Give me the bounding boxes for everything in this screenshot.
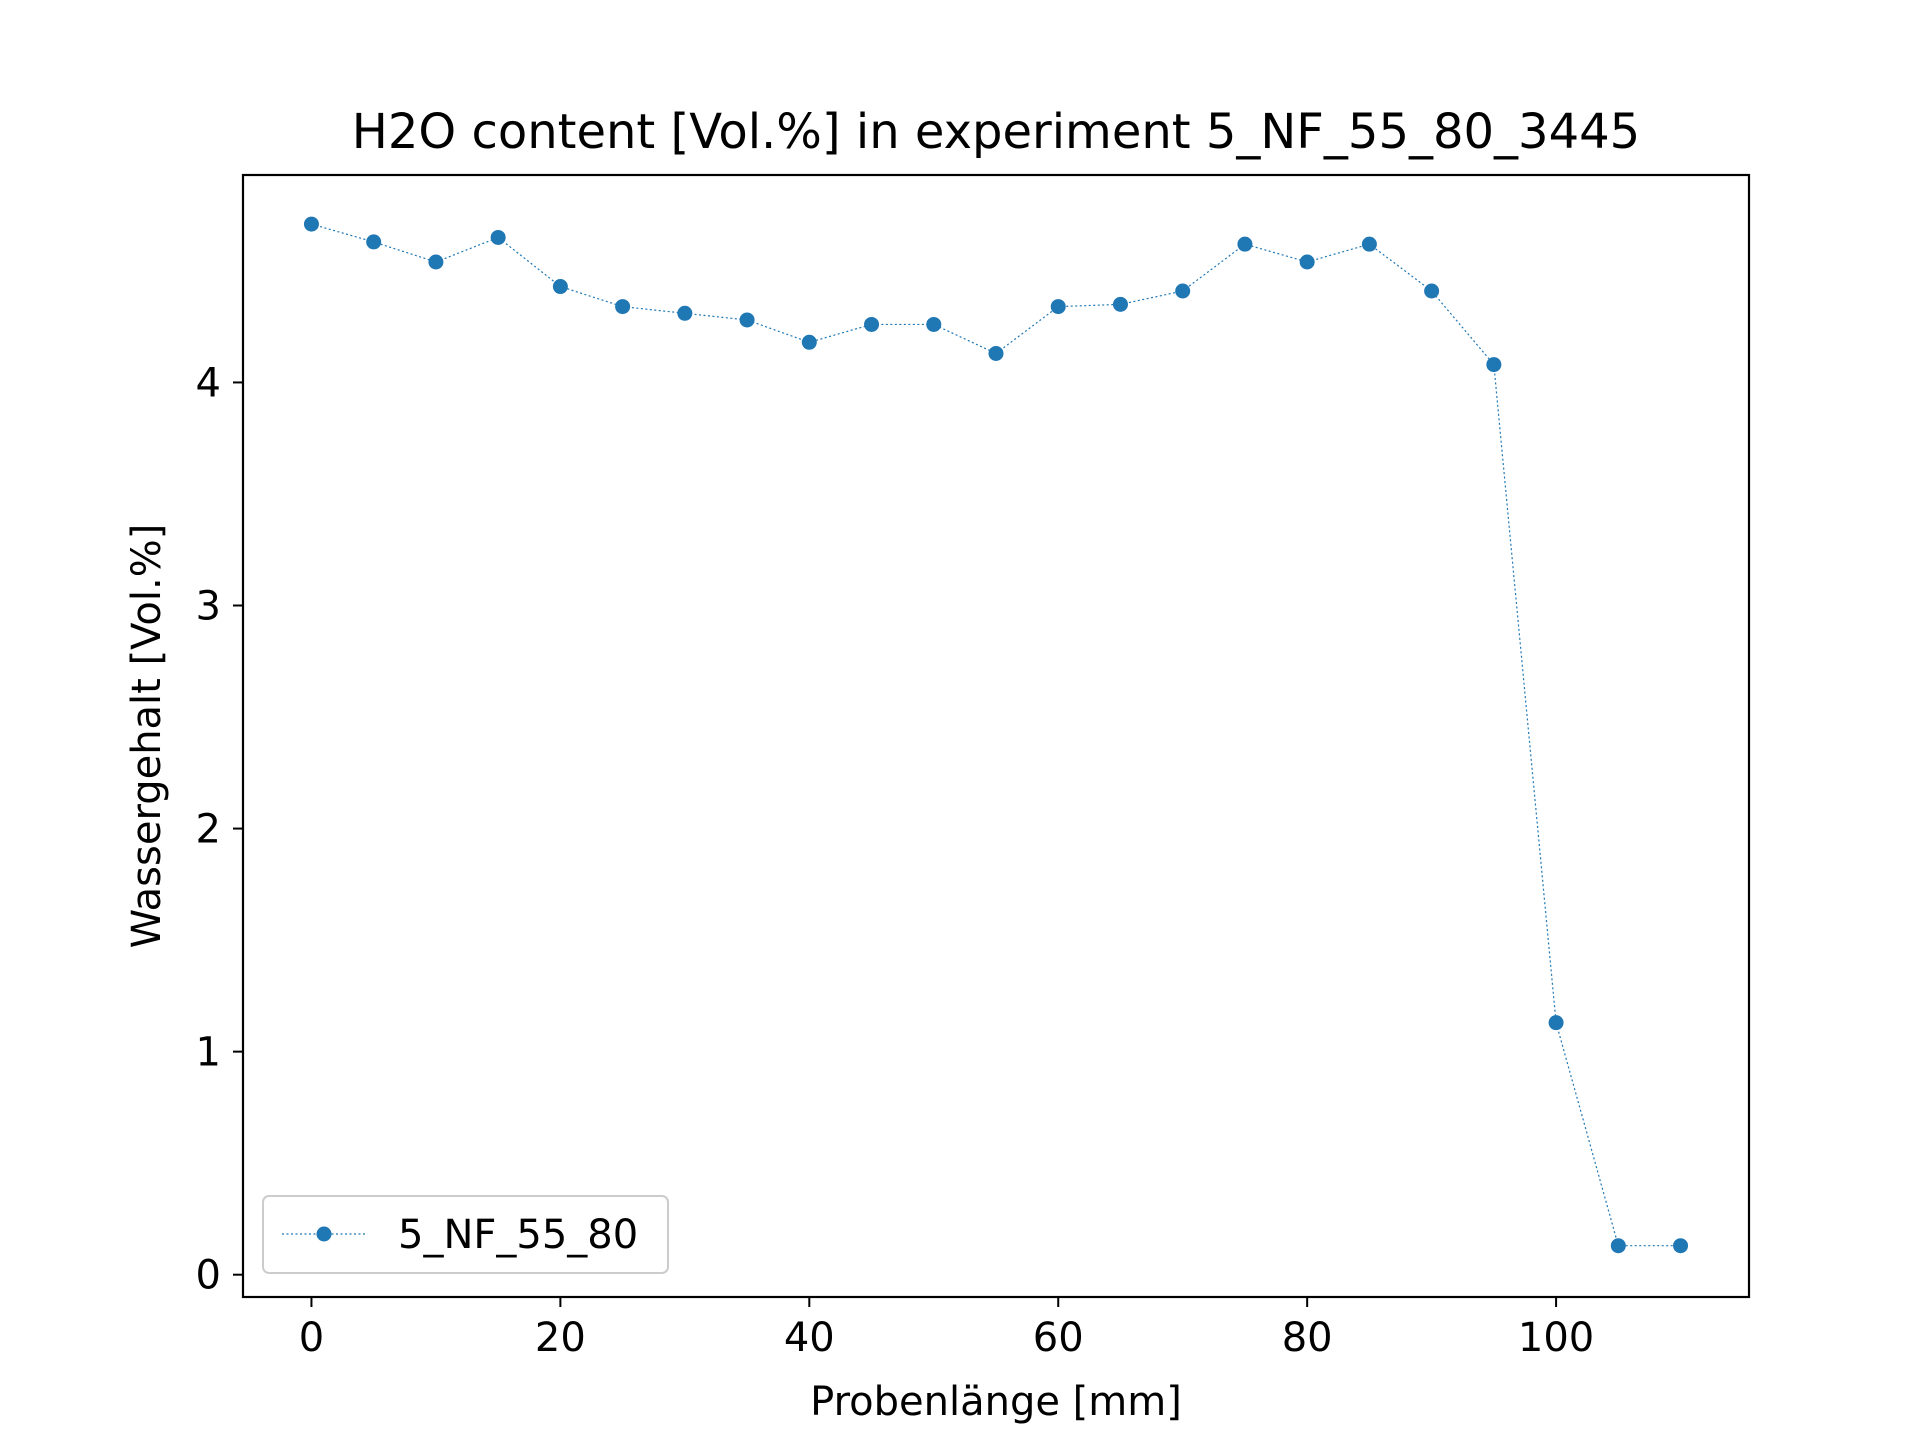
- legend-marker: [316, 1226, 332, 1242]
- data-point: [864, 316, 880, 332]
- chart-title: H2O content [Vol.%] in experiment 5_NF_5…: [352, 104, 1640, 160]
- series-layer: [303, 216, 1689, 1254]
- x-tick-label: 20: [535, 1315, 586, 1361]
- y-axis-label: Wassergehalt [Vol.%]: [124, 524, 170, 949]
- data-point: [1548, 1015, 1564, 1031]
- legend: 5_NF_55_80: [262, 1195, 669, 1274]
- y-tick-label: 3: [196, 584, 221, 630]
- legend-box: [262, 1195, 669, 1274]
- y-tick-label: 2: [196, 807, 221, 853]
- data-point: [1175, 283, 1191, 299]
- data-point: [1112, 296, 1128, 312]
- x-axis-label: Probenlänge [mm]: [810, 1379, 1182, 1425]
- y-tick-label: 1: [196, 1030, 221, 1076]
- plot-frame: [241, 173, 1751, 1299]
- data-point: [1424, 283, 1440, 299]
- data-point: [1610, 1238, 1626, 1254]
- data-point: [366, 234, 382, 250]
- data-point: [303, 216, 319, 232]
- x-tick-label: 40: [784, 1315, 835, 1361]
- data-point: [1361, 236, 1377, 252]
- legend-label: 5_NF_55_80: [398, 1212, 638, 1258]
- y-tick-label: 0: [196, 1253, 221, 1299]
- plot-background: [243, 175, 1749, 1297]
- x-tick-label: 0: [299, 1315, 324, 1361]
- x-tick-label: 100: [1518, 1315, 1594, 1361]
- data-point: [1237, 236, 1253, 252]
- data-point: [428, 254, 444, 270]
- x-axis: 0 20 40 60 80 100: [299, 1297, 1594, 1361]
- data-point: [677, 305, 693, 321]
- data-point: [1673, 1238, 1689, 1254]
- plot-area: [243, 175, 1749, 1297]
- y-axis: 0 1 2 3 4: [196, 360, 243, 1299]
- data-point: [1486, 357, 1502, 373]
- x-tick-label: 80: [1282, 1315, 1333, 1361]
- data-point: [1050, 299, 1066, 315]
- data-point: [1299, 254, 1315, 270]
- data-point: [552, 279, 568, 295]
- data-point: [615, 299, 631, 315]
- data-point: [801, 334, 817, 350]
- data-point: [739, 312, 755, 328]
- y-tick-label: 4: [196, 360, 221, 406]
- data-point: [926, 316, 942, 332]
- data-point: [490, 229, 506, 245]
- x-tick-label: 60: [1033, 1315, 1084, 1361]
- data-point: [988, 345, 1004, 361]
